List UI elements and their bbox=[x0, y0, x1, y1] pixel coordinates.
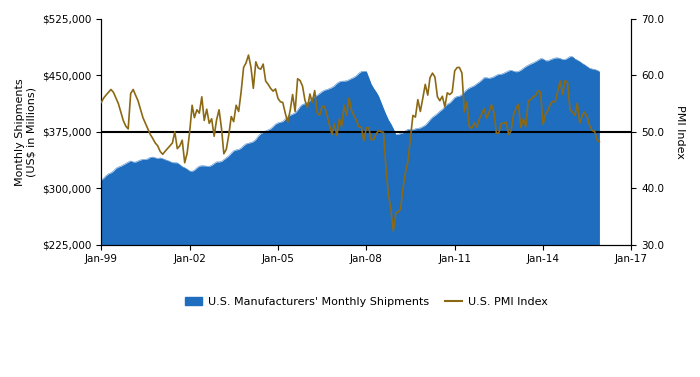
Y-axis label: Monthly Shipments
(US$ in Millions): Monthly Shipments (US$ in Millions) bbox=[15, 78, 36, 185]
Y-axis label: PMI Index: PMI Index bbox=[675, 105, 685, 159]
Legend: U.S. Manufacturers' Monthly Shipments, U.S. PMI Index: U.S. Manufacturers' Monthly Shipments, U… bbox=[181, 292, 552, 311]
